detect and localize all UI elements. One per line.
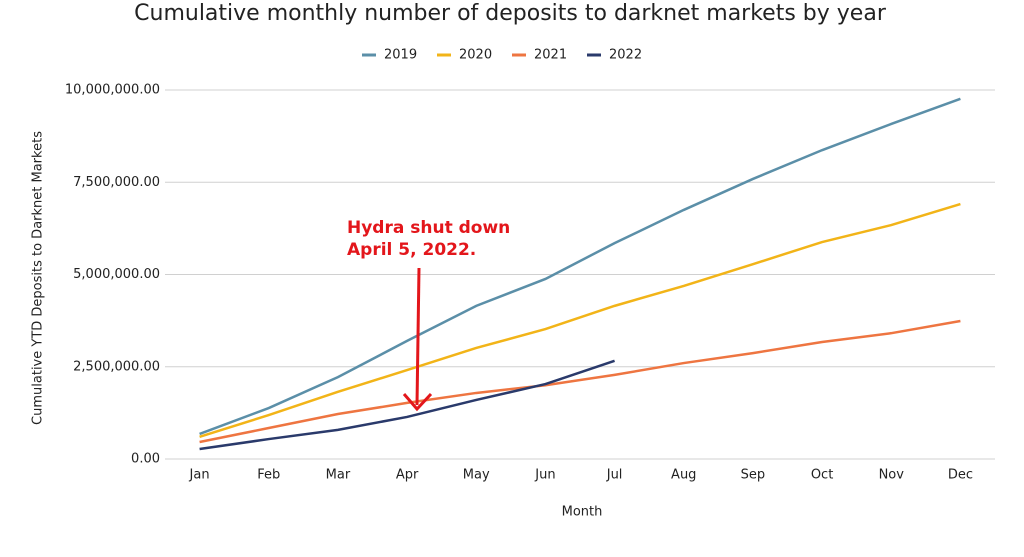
x-tick-label: Mar: [326, 468, 351, 483]
x-tick-label: May: [463, 468, 490, 483]
y-tick-label: 7,500,000.00: [73, 175, 160, 190]
legend-label: 2022: [609, 48, 642, 63]
y-tick-label: 5,000,000.00: [73, 267, 160, 282]
y-tick-label: 10,000,000.00: [65, 83, 160, 98]
series-line: [199, 202, 961, 439]
x-tick-label: Aug: [671, 468, 696, 483]
series-line: [199, 319, 961, 444]
legend-label: 2021: [534, 48, 567, 63]
chart-title: Cumulative monthly number of deposits to…: [134, 1, 887, 26]
x-tick-label: Jun: [534, 468, 555, 483]
y-axis-label: Cumulative YTD Deposits to Darknet Marke…: [31, 131, 46, 425]
x-tick-label: Sep: [741, 468, 766, 483]
x-tick-label: Jan: [189, 468, 210, 483]
x-axis-label: Month: [562, 505, 603, 520]
x-tick-label: Oct: [811, 468, 833, 483]
legend-label: 2019: [384, 48, 417, 63]
series-line: [199, 97, 961, 436]
series-line: [199, 359, 615, 451]
annotation: April 5, 2022.: [347, 240, 476, 260]
x-tick-label: Dec: [948, 468, 973, 483]
legend-label: 2020: [459, 48, 492, 63]
x-tick-label: Apr: [396, 468, 419, 483]
annotation-arrowhead: [402, 392, 433, 412]
y-tick-label: 0.00: [131, 452, 160, 467]
x-tick-label: Jul: [606, 468, 623, 483]
annotation: Hydra shut down: [347, 218, 510, 238]
annotation-arrow: [415, 267, 421, 406]
y-tick-label: 2,500,000.00: [73, 359, 160, 374]
x-tick-label: Nov: [879, 468, 905, 483]
x-tick-label: Feb: [257, 468, 280, 483]
